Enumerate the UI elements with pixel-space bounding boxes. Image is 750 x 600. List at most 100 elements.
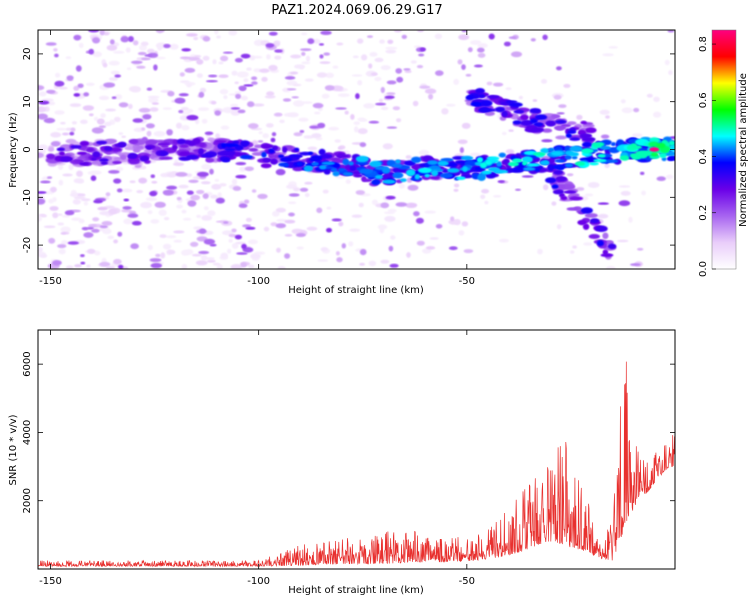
spectral-amplitude-cell [220,125,230,130]
spectral-amplitude-cell [553,169,564,175]
spectral-amplitude-cell [587,182,600,188]
spectral-amplitude-cell [543,184,549,191]
spectral-amplitude-cell [178,93,189,97]
spectral-amplitude-cell [476,157,484,163]
spectral-amplitude-cell [60,232,66,235]
spectral-amplitude-cell [220,252,229,259]
spectral-amplitude-cell [173,230,185,234]
spectral-amplitude-cell [240,95,248,101]
spectral-amplitude-cell [293,187,300,192]
spectral-amplitude-cell [83,232,94,238]
spectral-amplitude-cell [228,238,233,243]
spectral-amplitude-cell [597,154,606,158]
spectral-amplitude-cell [47,147,55,152]
spectral-amplitude-cell [292,83,302,87]
spectral-amplitude-cell [198,142,206,148]
spectral-amplitude-cell [367,35,373,38]
spectral-amplitude-cell [290,54,302,59]
spectral-amplitude-cell [223,95,228,100]
spectral-amplitude-cell [400,178,407,183]
spectral-amplitude-cell [251,189,257,193]
spectral-amplitude-cell [455,160,468,165]
spectral-amplitude-cell [527,163,541,167]
spectral-amplitude-cell [630,143,638,148]
spectral-amplitude-cell [186,154,199,160]
spectral-amplitude-cell [113,239,118,244]
spectral-amplitude-cell [618,200,631,207]
spectral-amplitude-cell [405,155,412,159]
spectral-amplitude-cell [253,68,262,73]
spectral-amplitude-cell [341,243,346,249]
spectral-amplitude-cell [268,148,275,154]
spectral-amplitude-cell [105,192,111,197]
spectral-amplitude-cell [648,141,659,147]
spectral-amplitude-cell [640,171,645,175]
spectral-amplitude-cell [91,160,99,165]
spectral-amplitude-cell [637,247,644,251]
spectral-amplitude-cell [136,190,144,194]
spectral-amplitude-cell [597,202,610,205]
spectral-amplitude-cell [234,234,242,240]
spectral-amplitude-cell [555,183,566,190]
spectral-amplitude-cell [163,217,170,221]
spectral-amplitude-cell [242,224,252,228]
spectral-amplitude-cell [73,34,82,41]
spectral-amplitude-cell [395,68,403,74]
spectral-amplitude-cell [488,33,495,40]
spectral-amplitude-cell [108,170,120,174]
spectral-amplitude-cell [580,207,593,214]
spectral-amplitude-cell [198,250,210,255]
spectral-amplitude-cell [132,40,139,46]
spectral-amplitude-cell [219,89,229,95]
spectral-amplitude-cell [556,112,565,115]
spectral-amplitude-cell [357,38,364,44]
spectral-amplitude-cell [245,226,256,230]
spectral-amplitude-cell [190,241,199,247]
spectral-amplitude-cell [69,103,82,107]
spectral-amplitude-cell [619,155,630,161]
spectral-amplitude-cell [175,172,188,177]
spectral-amplitude-cell [106,44,118,51]
spectral-amplitude-cell [197,107,210,111]
spectral-amplitude-cell [600,134,610,139]
spectral-amplitude-cell [91,127,104,134]
spectral-amplitude-cell [100,113,106,118]
spectral-amplitude-cell [205,134,211,139]
spectral-amplitude-cell [338,221,344,227]
spectral-amplitude-cell [86,147,94,152]
spectral-amplitude-cell [668,155,675,160]
spectral-amplitude-cell [58,248,66,255]
spectral-amplitude-cell [344,110,349,115]
spectral-amplitude-cell [351,74,363,77]
spectral-amplitude-cell [317,259,329,262]
spectral-amplitude-cell [218,74,229,78]
spectral-amplitude-cell [604,159,619,163]
spectral-amplitude-cell [57,213,63,216]
spectral-amplitude-cell [81,227,89,231]
spectral-amplitude-cell [248,147,259,152]
spectral-amplitude-cell [533,152,546,156]
spectral-amplitude-cell [311,161,319,166]
spectral-amplitude-cell [597,213,609,219]
spectral-amplitude-cell [481,170,492,175]
spectral-amplitude-cell [570,250,575,254]
spectral-amplitude-cell [158,156,173,160]
spectral-amplitude-cell [153,131,166,137]
spectral-amplitude-cell [146,87,153,91]
spectral-amplitude-cell [368,63,373,69]
spectral-amplitude-cell [49,206,59,211]
spectral-amplitude-cell [140,201,153,209]
spectral-amplitude-cell [128,138,139,145]
spectral-amplitude-cell [424,173,430,178]
spectrogram-x-axis-label: Height of straight line (km) [288,285,424,296]
spectral-amplitude-cell [558,164,565,171]
spectral-amplitude-cell [182,217,192,221]
spectral-amplitude-cell [103,82,116,88]
spectral-amplitude-cell [73,85,80,91]
spectral-amplitude-cell [270,222,278,227]
spectral-amplitude-cell [499,238,509,243]
spectral-amplitude-cell [162,189,174,196]
spectral-amplitude-cell [179,56,191,60]
spectral-amplitude-cell [301,61,311,65]
spectral-amplitude-cell [541,139,553,143]
